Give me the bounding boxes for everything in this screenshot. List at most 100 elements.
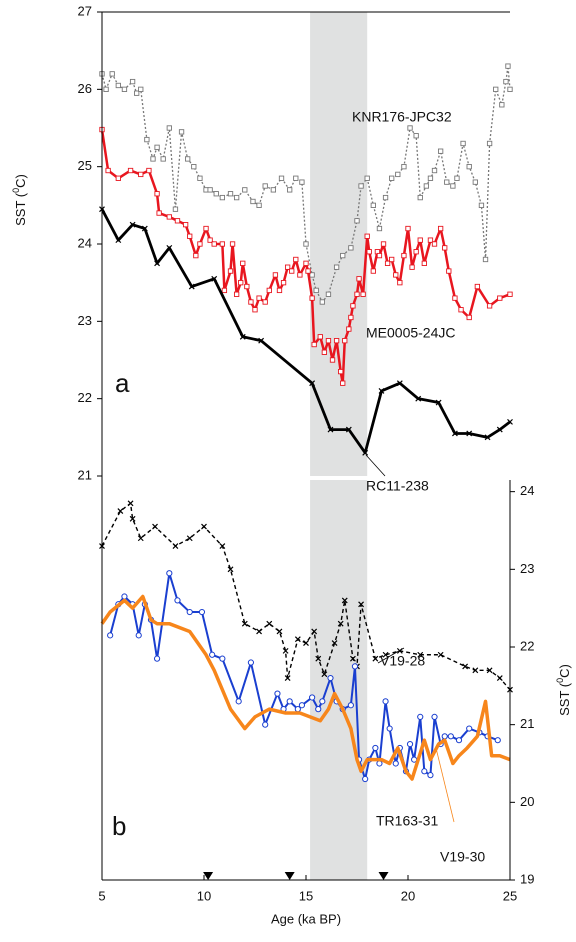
marker xyxy=(311,628,318,635)
marker xyxy=(284,264,291,270)
marker xyxy=(486,303,493,309)
marker xyxy=(282,647,289,654)
marker xyxy=(153,655,161,662)
marker xyxy=(154,260,161,267)
marker xyxy=(362,775,369,783)
x-tick-label: 15 xyxy=(299,888,313,903)
y-tick-label: 22 xyxy=(520,638,534,653)
marker xyxy=(134,90,140,96)
y-tick-label: 27 xyxy=(78,3,92,18)
marker xyxy=(431,713,438,720)
marker xyxy=(348,314,354,321)
marker xyxy=(450,183,456,189)
marker xyxy=(250,198,256,205)
marker xyxy=(452,295,458,301)
marker xyxy=(358,183,364,189)
marker xyxy=(360,291,366,297)
marker xyxy=(441,733,448,740)
marker xyxy=(484,434,491,441)
series xyxy=(99,206,513,456)
marker xyxy=(219,241,226,247)
marker xyxy=(486,140,493,147)
marker xyxy=(496,675,503,681)
marker xyxy=(241,620,248,627)
marker xyxy=(505,63,511,69)
marker xyxy=(115,237,122,244)
series-label: V19-30 xyxy=(440,849,485,865)
marker xyxy=(262,299,268,305)
series xyxy=(99,63,513,305)
marker xyxy=(454,175,460,181)
marker xyxy=(258,337,265,344)
marker xyxy=(256,295,262,301)
marker xyxy=(103,86,109,92)
marker xyxy=(213,191,219,197)
marker xyxy=(187,233,193,239)
marker xyxy=(421,260,427,266)
x-axis-label: Age (ka BP) xyxy=(271,911,341,926)
marker xyxy=(346,326,352,332)
marker xyxy=(370,268,376,274)
marker xyxy=(319,299,325,305)
marker xyxy=(413,133,419,139)
marker xyxy=(496,426,503,433)
marker xyxy=(262,721,269,728)
marker xyxy=(154,191,160,197)
marker xyxy=(186,535,193,542)
marker xyxy=(284,675,291,681)
series-label: TR163-31 xyxy=(376,813,438,829)
marker xyxy=(239,333,246,340)
marker xyxy=(493,86,499,92)
y-tick-label: 23 xyxy=(520,561,534,576)
marker xyxy=(494,737,501,744)
marker xyxy=(372,744,379,752)
marker xyxy=(209,651,216,658)
marker xyxy=(188,283,195,290)
marker xyxy=(270,187,277,193)
marker xyxy=(166,214,172,220)
marker xyxy=(376,760,383,767)
marker xyxy=(121,86,128,92)
y-tick-label: 26 xyxy=(78,81,92,96)
marker xyxy=(462,663,469,670)
marker xyxy=(417,651,424,658)
marker xyxy=(437,651,444,658)
marker xyxy=(321,671,328,678)
marker xyxy=(345,426,352,433)
marker xyxy=(395,171,401,178)
marker xyxy=(409,264,415,270)
y-tick-label: 20 xyxy=(520,794,534,809)
marker xyxy=(313,287,319,294)
marker xyxy=(294,636,301,643)
y-tick-label: 25 xyxy=(78,158,92,173)
marker xyxy=(466,430,473,437)
marker xyxy=(276,287,283,294)
marker xyxy=(442,245,448,251)
marker xyxy=(289,268,295,274)
y-axis-label-b: SST (0C) xyxy=(555,664,572,716)
marker xyxy=(507,418,513,425)
marker xyxy=(350,303,356,309)
marker xyxy=(370,202,376,208)
x-tick-label: 25 xyxy=(503,888,517,903)
marker xyxy=(182,222,189,228)
marker xyxy=(154,144,160,150)
marker xyxy=(389,175,395,181)
y-tick-label: 21 xyxy=(520,716,534,731)
marker xyxy=(262,183,268,189)
marker xyxy=(293,256,299,263)
marker xyxy=(444,179,450,185)
shaded-interval xyxy=(310,12,368,476)
marker xyxy=(478,202,485,208)
marker xyxy=(421,768,428,775)
marker xyxy=(309,272,315,278)
marker xyxy=(193,252,199,259)
marker xyxy=(417,194,423,201)
marker xyxy=(197,241,203,247)
marker xyxy=(329,357,336,363)
marker xyxy=(427,175,434,181)
marker xyxy=(152,523,158,530)
marker xyxy=(256,628,263,635)
series xyxy=(99,126,513,386)
marker xyxy=(364,175,370,181)
